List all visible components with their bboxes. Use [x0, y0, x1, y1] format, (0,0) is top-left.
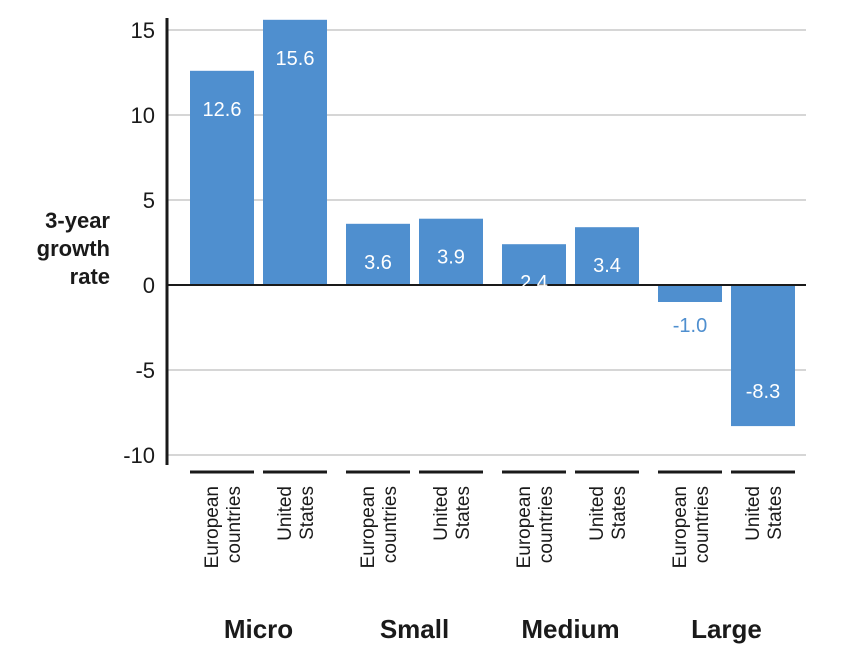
category-label: UnitedStates [431, 486, 474, 541]
y-tick-label: 15 [131, 18, 155, 43]
y-tick-label: 5 [143, 188, 155, 213]
category-label-line: United [587, 486, 608, 541]
category-label-line: States [297, 486, 318, 540]
data-label: 12.6 [203, 99, 242, 121]
data-label: -1.0 [673, 315, 707, 337]
axes [165, 18, 806, 474]
bar [502, 244, 566, 285]
category-label-line: European [358, 486, 379, 568]
category-label-line: countries [380, 486, 401, 563]
bar [190, 70, 254, 285]
y-axis-label: 3-year growth rate [37, 208, 111, 289]
category-label-line: countries [224, 486, 245, 563]
bar [263, 19, 327, 286]
category-label-line: States [453, 486, 474, 540]
data-label: 15.6 [276, 48, 315, 70]
category-label: Europeancountries [514, 486, 557, 568]
category-label-line: United [275, 486, 296, 541]
bar [346, 223, 410, 285]
category-label-line: States [765, 486, 786, 540]
y-axis-label-line: 3-year [45, 208, 110, 233]
category-label-line: United [743, 486, 764, 541]
bar [658, 285, 722, 302]
group-label: Micro [224, 614, 293, 644]
category-label-line: United [431, 486, 452, 541]
category-label-line: European [202, 486, 223, 568]
category-label: UnitedStates [275, 486, 318, 541]
bar [575, 227, 639, 285]
category-label-line: countries [692, 486, 713, 563]
data-label: 2.4 [520, 272, 548, 294]
bar [731, 285, 795, 427]
data-label: 3.6 [364, 252, 392, 274]
y-axis-label-line: growth [37, 236, 110, 261]
category-label-line: European [670, 486, 691, 568]
category-label: Europeancountries [358, 486, 401, 568]
y-tick-label: 0 [143, 273, 155, 298]
y-tick-label: 10 [131, 103, 155, 128]
category-label: UnitedStates [743, 486, 786, 541]
bar [419, 218, 483, 285]
group-label: Large [691, 614, 762, 644]
category-label-line: States [609, 486, 630, 540]
data-label: 3.4 [593, 255, 621, 277]
category-label: Europeancountries [670, 486, 713, 568]
bars [190, 19, 795, 427]
data-label: 3.9 [437, 247, 465, 269]
group-label: Small [380, 614, 449, 644]
group-label: Medium [521, 614, 619, 644]
data-label: -8.3 [746, 381, 780, 403]
y-tick-label: -5 [135, 358, 155, 383]
category-label: Europeancountries [202, 486, 245, 568]
category-label: UnitedStates [587, 486, 630, 541]
category-label-line: European [514, 486, 535, 568]
gridlines [167, 29, 806, 456]
y-axis-label-line: rate [70, 264, 110, 289]
y-tick-label: -10 [123, 443, 155, 468]
category-label-line: countries [536, 486, 557, 563]
